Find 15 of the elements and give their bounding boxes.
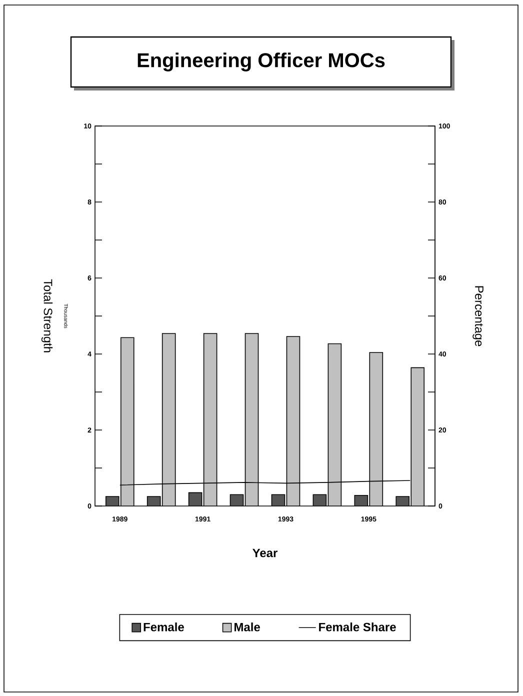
bar	[162, 333, 176, 506]
bar	[244, 333, 259, 506]
x-axis-title: Year	[252, 548, 278, 558]
legend-label: Female	[144, 622, 184, 632]
y-axis-title: Total Strength	[41, 279, 53, 352]
bar	[203, 333, 218, 506]
bar	[120, 337, 134, 506]
bar	[286, 336, 300, 506]
bar	[369, 352, 384, 506]
y2-axis-title: Percentage	[472, 286, 484, 346]
legend-label: Male	[234, 622, 260, 632]
legend-label: Female Share	[319, 622, 396, 632]
bar	[410, 367, 425, 506]
bar	[328, 343, 342, 506]
chart-title: Engineering Officer MOCs	[138, 52, 385, 72]
